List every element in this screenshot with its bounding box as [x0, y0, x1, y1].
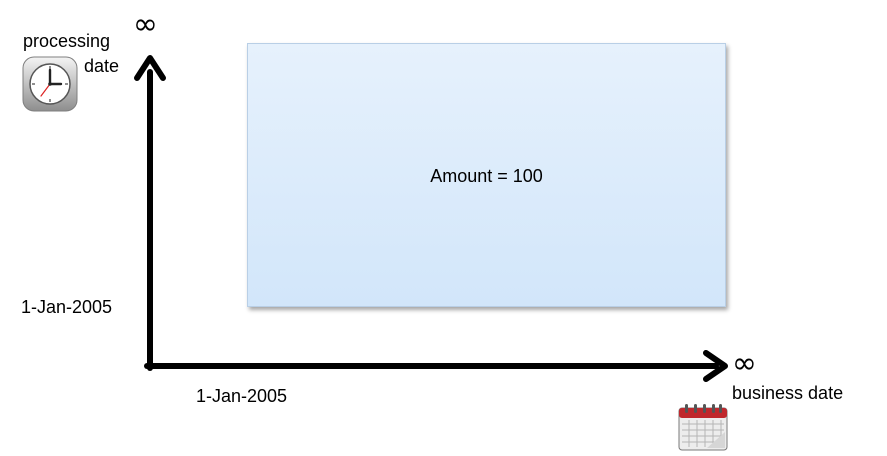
- y-axis-label-processing: processing: [23, 31, 111, 51]
- y-axis-infinity: ∞: [133, 7, 158, 42]
- x-axis-arrowhead: [703, 350, 728, 382]
- amount-label: Amount = 100: [430, 166, 543, 186]
- y-axis-origin-label: 1-Jan-2005: [21, 297, 113, 317]
- y-axis-arrowhead: [134, 55, 166, 81]
- amount-region: Amount = 100: [247, 43, 726, 307]
- x-axis-origin-label: 1-Jan-2005: [196, 386, 288, 406]
- y-axis-label-date: date: [84, 56, 120, 76]
- clock-icon: [22, 56, 78, 112]
- x-axis-label-business-date: business date: [732, 383, 844, 403]
- x-axis-infinity: ∞: [732, 346, 757, 381]
- calendar-icon: [678, 404, 728, 451]
